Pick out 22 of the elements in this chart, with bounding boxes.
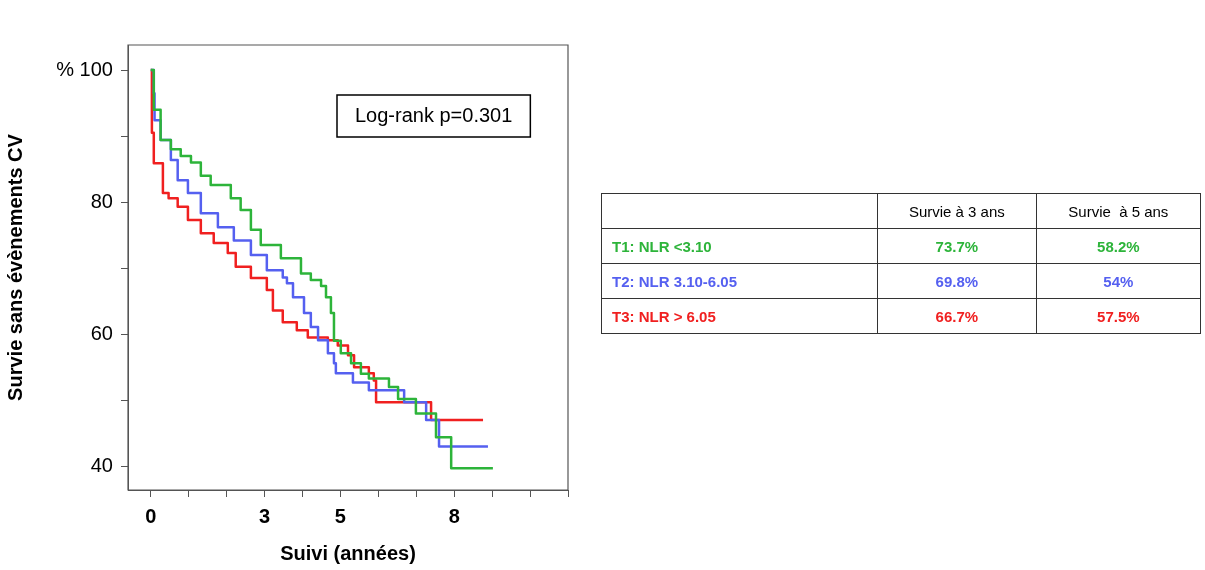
y-tick-label: 80 [90,189,113,212]
text: T2: NLR 3.10-6.05 [601,263,878,299]
text: 58.2% [1036,228,1201,264]
y-tick-label: 40 [90,453,113,476]
y-tick-label: 60 [90,321,113,344]
text: Survie à 3 ans [877,193,1037,229]
y-axis-title: Survie sans évènements CV [3,133,26,401]
text: T3: NLR > 6.05 [601,298,878,334]
text: 73.7% [877,228,1037,264]
x-tick-label: 8 [448,504,460,527]
y-tick-label: % 100 [56,57,113,80]
text: 69.8% [877,263,1037,299]
text: 54% [1036,263,1201,299]
x-tick-label: 3 [258,504,271,527]
text: 66.7% [877,298,1037,334]
text: T1: NLR <3.10 [601,228,878,264]
x-tick-label: 5 [334,504,346,527]
text: 57.5% [1036,298,1201,334]
x-tick-label: 0 [145,504,157,527]
x-axis-title: Suivi (années) [280,541,416,564]
text: Survie à 5 ans [1036,193,1201,229]
annotation: Log-rank p=0.301 [355,103,513,126]
